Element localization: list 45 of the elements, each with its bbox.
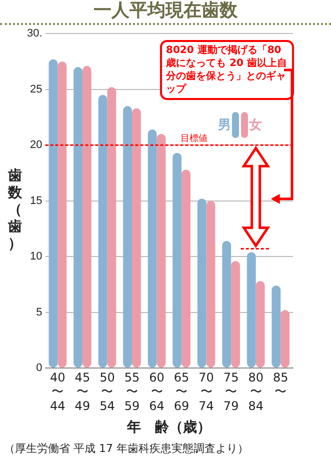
x-tick-label: 85 〜 <box>272 370 288 399</box>
x-tick-label: 50 〜 54 <box>100 370 115 414</box>
bar <box>246 252 256 368</box>
bar <box>132 108 141 368</box>
bar <box>206 200 216 368</box>
x-tick-label: 80 〜 84 <box>248 370 264 414</box>
x-tick-label: 40 〜 44 <box>50 370 66 414</box>
bar <box>256 281 265 368</box>
y-tick-label: 5 <box>36 306 42 318</box>
y-tick-label: 30. <box>26 28 42 40</box>
bar <box>280 310 290 368</box>
bar <box>197 198 206 368</box>
x-tick-label: 45 〜 49 <box>74 370 90 414</box>
chart-title: 一人平均現在歯数 <box>0 0 331 25</box>
bar <box>222 240 232 368</box>
bar <box>98 94 108 368</box>
y-tick-label: 0 <box>36 362 42 374</box>
text: （厚生労働省 平成 17 年歯科疾患実態調査より） <box>4 441 248 456</box>
bar <box>123 106 132 368</box>
bar <box>107 87 116 368</box>
text: 男 <box>218 117 231 134</box>
y-tick-label: 20 <box>30 139 42 152</box>
annotation: 8020 運動で掲げる「80 歳になっても 20 歯以上自分の歯を保とう」とのギャップ <box>160 40 294 100</box>
legend-label: 女 <box>249 117 262 134</box>
y-axis-title: 歯数（歯） <box>6 168 23 253</box>
bar <box>231 260 240 368</box>
y-tick-label: 25 <box>30 83 42 96</box>
x-tick-label: 65 〜 69 <box>174 370 190 414</box>
x-tick-label: 60 〜 64 <box>149 370 164 414</box>
x-tick-label: 70 〜 74 <box>198 370 214 414</box>
bar <box>272 286 281 368</box>
bar <box>74 67 82 368</box>
y-tick-label: 10 <box>30 250 42 263</box>
bar <box>48 59 58 368</box>
y-tick-label: 15 <box>30 194 42 207</box>
bar <box>82 66 92 368</box>
x-axis-title: 年 齢（歳） <box>126 418 212 434</box>
bar <box>156 134 166 368</box>
bar <box>172 152 182 368</box>
bar <box>182 170 190 368</box>
bar <box>58 61 67 368</box>
ref-line-label: 目標値 <box>180 132 208 144</box>
x-tick-label: 55 〜 59 <box>124 370 140 414</box>
x-tick-label: 75 〜 79 <box>223 370 239 414</box>
bar <box>148 129 157 368</box>
